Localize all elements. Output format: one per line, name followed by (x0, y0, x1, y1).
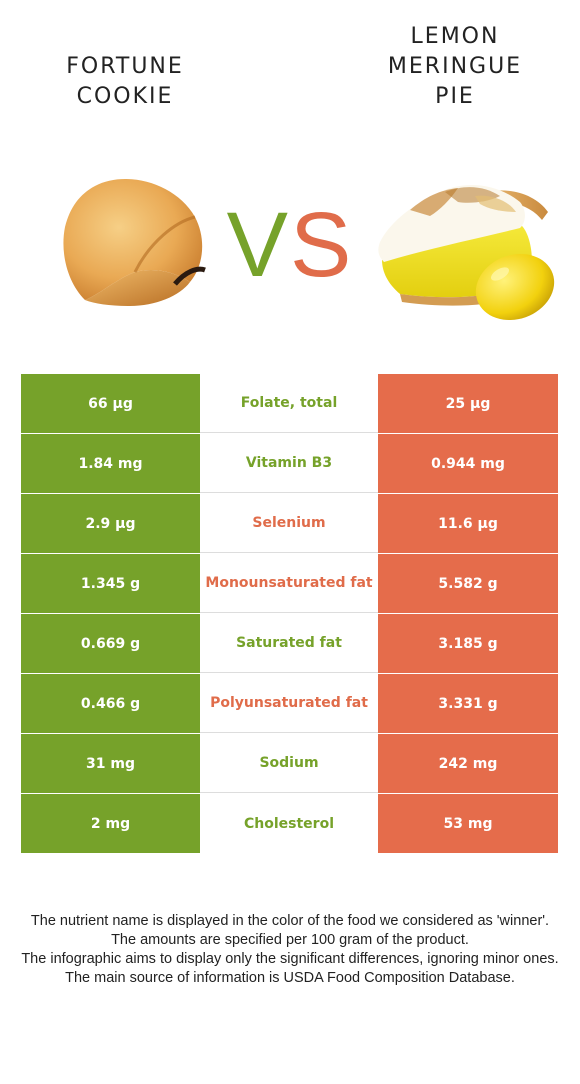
left-food-value: 31 mg (21, 734, 200, 793)
table-row: 1.345 g Monounsaturated fat 5.582 g (21, 554, 558, 614)
right-food-title: LEMON MERINGUE PIE (355, 22, 555, 112)
nutrient-name: Saturated fat (200, 614, 378, 673)
footnote: The amounts are specified per 100 gram o… (111, 932, 469, 948)
table-row: 2.9 µg Selenium 11.6 µg (21, 494, 558, 554)
left-food-title-line: FORTUNE (66, 54, 184, 79)
table-row: 0.466 g Polyunsaturated fat 3.331 g (21, 674, 558, 734)
left-food-value: 1.84 mg (21, 434, 200, 493)
footnote: The main source of information is USDA F… (65, 970, 515, 986)
left-food-value: 2.9 µg (21, 494, 200, 553)
right-food-value: 25 µg (378, 374, 558, 433)
left-food-value: 66 µg (21, 374, 200, 433)
left-food-value: 0.669 g (21, 614, 200, 673)
vs-s: S (290, 194, 354, 296)
table-row: 1.84 mg Vitamin B3 0.944 mg (21, 434, 558, 494)
nutrient-name: Monounsaturated fat (200, 554, 378, 613)
nutrient-name: Cholesterol (200, 794, 378, 853)
nutrient-name: Polyunsaturated fat (200, 674, 378, 733)
left-food-title: FORTUNE COOKIE (25, 52, 225, 112)
left-food-value: 1.345 g (21, 554, 200, 613)
comparison-table: 66 µg Folate, total 25 µg 1.84 mg Vitamin B3… (21, 374, 558, 854)
nutrient-name: Sodium (200, 734, 378, 793)
footnote: The nutrient name is displayed in the co… (30, 913, 550, 929)
left-food-value: 0.466 g (21, 674, 200, 733)
right-food-value: 53 mg (378, 794, 558, 853)
right-food-value: 0.944 mg (378, 434, 558, 493)
table-row: 31 mg Sodium 242 mg (21, 734, 558, 794)
right-food-value: 5.582 g (378, 554, 558, 613)
right-food-value: 3.185 g (378, 614, 558, 673)
right-food-title-line: LEMON (410, 24, 500, 49)
left-food-value: 2 mg (21, 794, 200, 853)
right-food-value: 242 mg (378, 734, 558, 793)
right-food-title-line: PIE (435, 84, 475, 109)
table-row: 66 µg Folate, total 25 µg (21, 374, 558, 434)
right-food-title-line: MERINGUE (387, 54, 523, 79)
nutrient-name: Folate, total (200, 374, 378, 433)
right-food-value: 3.331 g (378, 674, 558, 733)
footnotes: The nutrient name is displayed in the co… (15, 912, 565, 988)
lemon-meringue-pie-image (378, 185, 555, 321)
right-food-value: 11.6 µg (378, 494, 558, 553)
table-row: 0.669 g Saturated fat 3.185 g (21, 614, 558, 674)
left-food-title-line: COOKIE (76, 84, 174, 109)
vs-label: VS (220, 195, 360, 295)
nutrient-name: Selenium (200, 494, 378, 553)
footnote: The infographic aims to display only the… (21, 951, 559, 967)
table-row: 2 mg Cholesterol 53 mg (21, 794, 558, 854)
vs-v: V (226, 194, 290, 296)
nutrient-name: Vitamin B3 (200, 434, 378, 493)
fortune-cookie-image (63, 179, 206, 306)
